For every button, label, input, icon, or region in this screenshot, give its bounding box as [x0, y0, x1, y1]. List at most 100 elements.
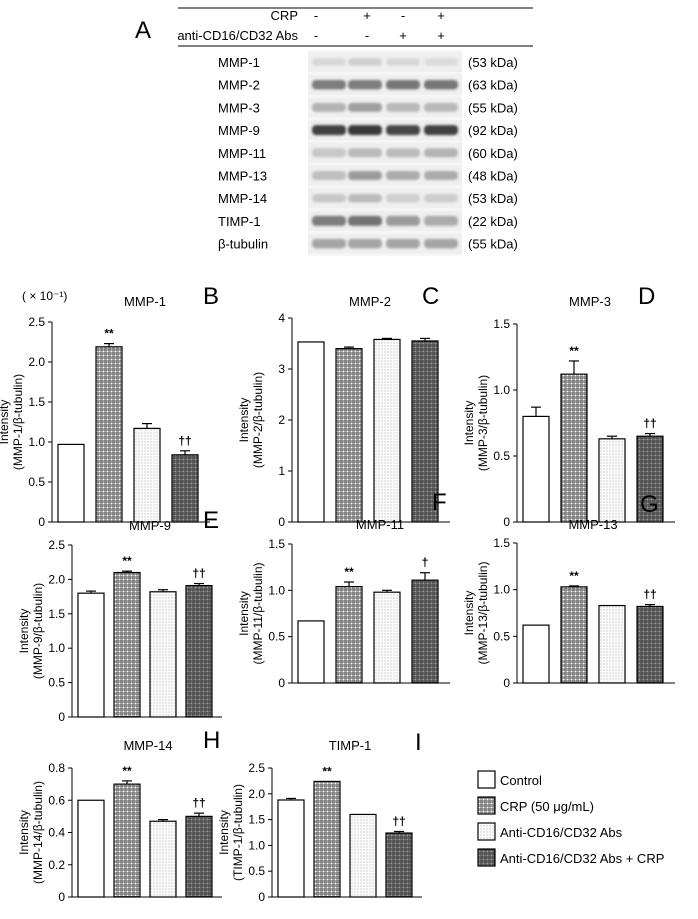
blot-condition-label: anti-CD16/CD32 Abs — [177, 28, 298, 43]
blot-row-kda: (53 kDa) — [468, 191, 518, 206]
panel-label: I — [415, 729, 422, 756]
y-tick-label: 1.5 — [48, 607, 65, 621]
bar-control — [522, 624, 550, 684]
blot-band — [348, 171, 382, 180]
legend-label: CRP (50 μg/mL) — [500, 799, 594, 814]
chart-title: TIMP-1 — [329, 738, 372, 753]
bar-abs — [598, 438, 626, 523]
y-tick-label: 2 — [278, 413, 285, 427]
legend-label: Anti-CD16/CD32 Abs + CRP — [500, 851, 664, 866]
significance-marker: ** — [322, 764, 332, 778]
blot-sign: - — [365, 28, 369, 43]
blot-band — [424, 171, 458, 180]
blot-band — [386, 215, 420, 226]
blot-strip — [308, 74, 462, 95]
blot-band — [312, 58, 346, 66]
significance-marker: †† — [392, 814, 405, 828]
blot-row-label: MMP-2 — [218, 78, 260, 93]
y-tick-label: 0 — [38, 515, 45, 529]
y-tick-label: 0 — [278, 515, 285, 529]
blot-row-kda: (55 kDa) — [468, 100, 518, 115]
significance-marker: †† — [643, 417, 656, 431]
blot-band — [424, 58, 458, 66]
bar-crp — [560, 586, 588, 684]
blot-row-kda: (60 kDa) — [468, 146, 518, 161]
chart-panel-d: D MMP-3 0 0.5 1.0 1.5 Intensity (MMP-3/β-tubuli… — [462, 283, 675, 529]
blot-strip — [308, 97, 462, 118]
blot-band — [424, 215, 458, 226]
bar-abs-crp — [171, 454, 199, 523]
y-tick-label: 1.0 — [48, 641, 65, 655]
blot-band — [348, 79, 382, 90]
blot-sign: - — [314, 8, 318, 23]
significance-marker: †† — [192, 567, 205, 581]
bar-abs — [373, 338, 401, 523]
blot-band — [424, 148, 458, 158]
significance-marker: †† — [178, 434, 191, 448]
chart-title: MMP-2 — [349, 294, 391, 309]
blot-strip — [308, 52, 462, 72]
chart-panel-i: I TIMP-1 0 0.5 1.0 1.5 2.0 2.5 Intensity (TIMP-1/… — [217, 729, 422, 904]
blot-strip — [308, 120, 462, 141]
y-tick-label: 1.5 — [493, 536, 510, 550]
y-axis-label: Intensity — [462, 591, 476, 636]
legend-swatch-crp — [477, 796, 496, 815]
bar-crp — [113, 783, 141, 898]
chart-panel-g: G MMP-13 0 0.5 1.0 1.5 Intensity (MMP-13/β-tubu… — [462, 491, 675, 690]
blot-row-label: MMP-1 — [218, 55, 260, 70]
bar-abs-crp — [385, 832, 413, 898]
blot-sign: + — [437, 28, 445, 43]
panel-label: G — [640, 491, 659, 518]
y-tick-label: 0.5 — [48, 676, 65, 690]
bar-abs-crp — [636, 435, 664, 523]
blot-band — [312, 102, 346, 112]
bar-control — [77, 799, 105, 898]
blot-band — [348, 148, 382, 158]
y-axis-label: Intensity — [237, 398, 251, 443]
significance-marker: † — [422, 556, 429, 570]
blot-band — [386, 148, 420, 158]
blot-band — [424, 193, 458, 203]
y-tick-label: 1.5 — [248, 813, 265, 827]
blot-row-kda: (22 kDa) — [468, 214, 518, 229]
bar-abs — [149, 820, 177, 898]
bar-crp — [335, 586, 363, 684]
blot-row-kda: (53 kDa) — [468, 55, 518, 70]
blot-row-label: MMP-13 — [218, 169, 267, 184]
chart-title: MMP-9 — [129, 518, 171, 533]
y-axis-label: (MMP-14/β-tubulin) — [31, 781, 45, 884]
blot-strip — [308, 188, 462, 209]
bar-control — [57, 443, 85, 523]
chart-title: MMP-11 — [356, 517, 404, 532]
chart-title: MMP-3 — [569, 294, 611, 309]
y-axis-label: Intensity — [462, 401, 476, 446]
blot-condition-label: CRP — [271, 8, 298, 23]
y-axis-label: Intensity — [217, 810, 231, 855]
chart-panel-c: C MMP-2 0 1 2 3 4 Intensity (MMP-2/β-tubulin) — [237, 283, 450, 529]
y-axis-label: (MMP-2/β-tubulin) — [251, 372, 265, 468]
panel-label: D — [638, 283, 655, 310]
blot-band — [386, 238, 420, 249]
bar-abs — [149, 591, 177, 718]
y-tick-label: 1.5 — [493, 317, 510, 331]
y-axis-label: (MMP-9/β-tubulin) — [31, 583, 45, 679]
legend-label: Control — [500, 773, 542, 788]
y-tick-label: 1.5 — [268, 537, 285, 551]
blot-band — [386, 193, 420, 203]
blot-row-label: MMP-9 — [218, 123, 260, 138]
blot-band — [424, 102, 458, 112]
bar-abs-crp — [185, 815, 213, 898]
legend-swatch-abs-crp — [477, 848, 496, 867]
blot-band — [348, 125, 382, 136]
y-tick-label: 0.5 — [493, 449, 510, 463]
blot-strip — [308, 165, 462, 186]
bar-abs — [373, 591, 401, 684]
y-axis-label: (MMP-13/β-tubulin) — [476, 562, 490, 665]
significance-marker: ** — [569, 569, 579, 583]
y-tick-label: 1.5 — [28, 395, 45, 409]
blot-band — [312, 193, 346, 203]
y-tick-label: 2.5 — [28, 315, 45, 329]
bar-abs-crp — [185, 584, 213, 718]
blot-band — [348, 58, 382, 66]
